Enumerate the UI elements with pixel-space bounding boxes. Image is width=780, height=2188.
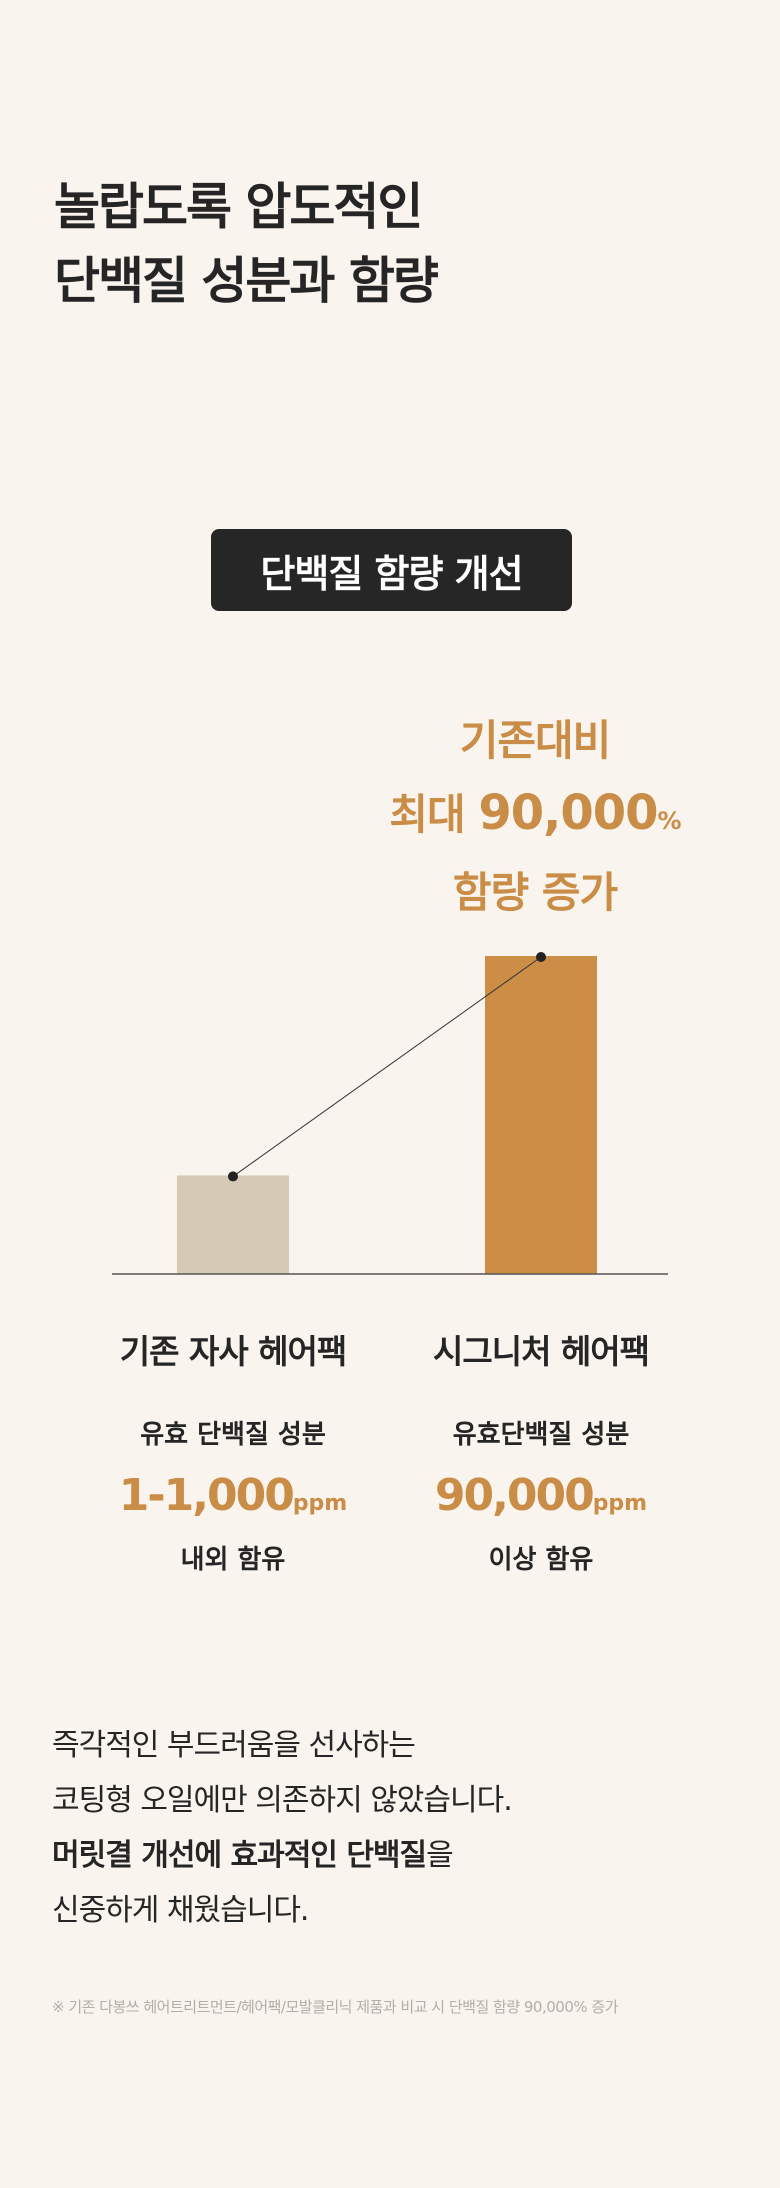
value-unit: ppm (292, 1491, 348, 1516)
description-line: 머릿결 개선에 효과적인 단백질을 (52, 1828, 512, 1883)
callout-prefix: 최대 (389, 790, 465, 839)
bar-signature (485, 956, 597, 1274)
connector-dot-signature (536, 952, 546, 962)
callout-line-3: 함량 증가 (452, 868, 618, 917)
connector-dot-existing (228, 1171, 238, 1182)
description-line: 코팅형 오일에만 의존하지 않았습니다. (52, 1783, 513, 1818)
description: 즉각적인 부드러움을 선사하는 코팅형 오일에만 의존하지 않았습니다. 머릿결… (52, 1718, 513, 1938)
ingredient-label-signature: 유효단백질 성분 (452, 1420, 630, 1450)
callout-unit: % (657, 807, 682, 835)
callout-value: 90,000 (478, 785, 658, 841)
product-name-existing: 기존 자사 헤어팩 (119, 1332, 348, 1371)
value-unit: ppm (592, 1491, 648, 1516)
footnote: ※ 기존 다봉쓰 헤어트리트먼트/헤어팩/모발클리닉 제품과 비교 시 단백질 … (52, 1998, 619, 2016)
description-highlight: 머릿결 개선에 효과적인 단백질 (52, 1838, 427, 1873)
callout-line-2: 최대 90,000% (340, 777, 730, 857)
callout-line-1: 기존대비 (459, 716, 612, 765)
value-existing: 1-1,000ppm (68, 1470, 398, 1521)
description-line: 즉각적인 부드러움을 선사하는 (52, 1728, 416, 1763)
product-name-signature: 시그니처 헤어팩 (432, 1332, 650, 1371)
note-existing: 내외 함유 (180, 1545, 286, 1575)
connector-line (232, 956, 542, 1177)
increase-callout: 기존대비 최대 90,000% 함량 증가 (340, 705, 730, 929)
bar-existing (177, 1175, 289, 1274)
bar-chart (112, 952, 668, 1275)
description-text: 을 (426, 1838, 454, 1873)
description-line: 신중하게 채웠습니다. (52, 1893, 309, 1928)
ingredient-label-existing: 유효 단백질 성분 (140, 1420, 326, 1450)
value-number: 90,000 (434, 1470, 595, 1521)
section-badge: 단백질 함량 개선 (211, 529, 572, 611)
title-line-2: 단백질 성분과 함량 (54, 252, 439, 310)
value-number: 1-1,000 (118, 1470, 295, 1521)
value-signature: 90,000ppm (376, 1470, 706, 1521)
title-line-1: 놀랍도록 압도적인 (54, 178, 423, 236)
note-signature: 이상 함유 (488, 1545, 594, 1575)
